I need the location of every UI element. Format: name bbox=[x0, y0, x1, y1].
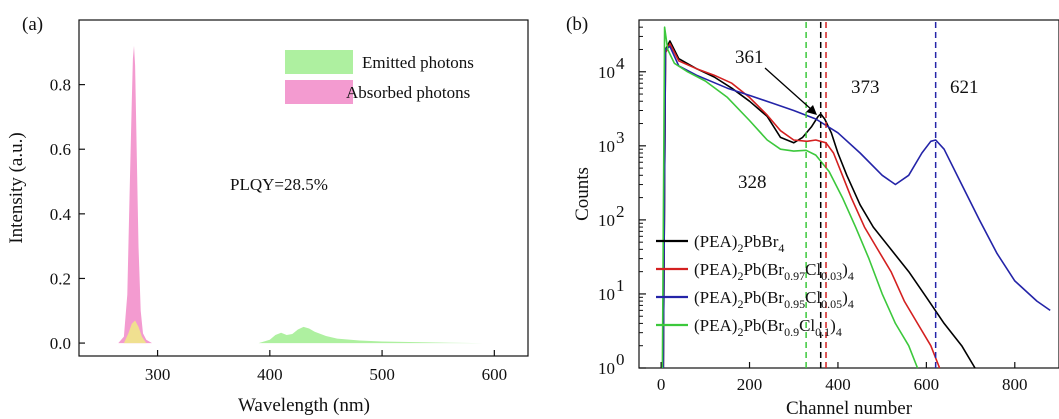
panel-a-xticks: 300 400 500 600 bbox=[145, 350, 507, 384]
x-tick-label: 0 bbox=[657, 375, 666, 394]
line-series-2 bbox=[662, 45, 1051, 369]
y-tick-exponent: 4 bbox=[616, 54, 625, 73]
panel-a-yticks: 0.0 0.2 0.4 0.6 0.8 bbox=[50, 76, 85, 353]
annotation-373: 373 bbox=[851, 77, 880, 98]
panel-b-marker-lines bbox=[805, 22, 937, 368]
legend-swatch-absorbed bbox=[285, 80, 353, 104]
x-tick-label: 600 bbox=[914, 375, 940, 394]
area-series-1 bbox=[123, 320, 147, 344]
panel-a-xlabel: Wavelength (nm) bbox=[238, 395, 370, 416]
legend-swatch-emitted bbox=[285, 50, 353, 74]
y-tick-label: 10 bbox=[598, 359, 615, 378]
panel-b-plot-frame bbox=[638, 19, 1059, 369]
y-tick-label: 10 bbox=[598, 137, 615, 156]
panel-a-series-layer bbox=[101, 45, 508, 344]
line-series-3 bbox=[661, 26, 919, 369]
legend-label-absorbed: Absorbed photons bbox=[346, 83, 470, 102]
panel-b-ylabel: Counts bbox=[572, 167, 593, 221]
y-tick-label: 0.4 bbox=[50, 205, 72, 224]
panel-a-label: (a) bbox=[22, 14, 43, 35]
panel-b-series-layer bbox=[661, 26, 1051, 369]
legend-label-0: (PEA)2PbBr4 bbox=[694, 232, 784, 255]
area-series-0 bbox=[101, 45, 169, 344]
y-tick-exponent: 1 bbox=[616, 276, 625, 295]
y-tick-exponent: 3 bbox=[616, 128, 625, 147]
y-tick-label: 0.2 bbox=[50, 269, 71, 288]
panel-a-ylabel: Intensity (a.u.) bbox=[6, 132, 27, 243]
annotation-361-arrow-line bbox=[764, 67, 813, 111]
y-tick-exponent: 0 bbox=[616, 350, 625, 369]
line-series-1 bbox=[662, 42, 941, 369]
y-tick-label: 10 bbox=[598, 211, 615, 230]
panel-a-legend: Emitted photons Absorbed photons bbox=[285, 50, 474, 104]
annotation-328: 328 bbox=[738, 172, 767, 193]
panel-a-annotation-plqy: PLQY=28.5% bbox=[230, 175, 328, 194]
y-tick-label: 0.8 bbox=[50, 76, 71, 95]
legend-label-1: (PEA)2Pb(Br0.97Cl0.03)4 bbox=[694, 260, 854, 283]
y-tick-exponent: 2 bbox=[616, 202, 625, 221]
x-tick-label: 500 bbox=[369, 365, 395, 384]
x-tick-label: 400 bbox=[257, 365, 283, 384]
x-tick-label: 600 bbox=[482, 365, 508, 384]
y-tick-label: 10 bbox=[598, 285, 615, 304]
x-tick-label: 800 bbox=[1002, 375, 1028, 394]
panel-b-legend: (PEA)2PbBr4 (PEA)2Pb(Br0.97Cl0.03)4 (PEA)2… bbox=[656, 232, 854, 339]
annotation-361-arrow-head bbox=[806, 105, 817, 115]
x-tick-label: 200 bbox=[737, 375, 763, 394]
panel-a: (a) 300 400 500 600 0.0 0.2 0.4 0.6 0.8 Wavelen… bbox=[6, 14, 529, 416]
panel-a-plot-frame bbox=[78, 19, 529, 357]
panel-b-xticks: 0 200 400 600 800 bbox=[657, 362, 1028, 394]
legend-label-2: (PEA)2Pb(Br0.95Cl0.05)4 bbox=[694, 288, 854, 311]
annotation-621: 621 bbox=[950, 77, 979, 98]
panel-b-label: (b) bbox=[566, 14, 588, 35]
x-tick-label: 300 bbox=[145, 365, 171, 384]
panel-b-xlabel: Channel number bbox=[786, 398, 913, 419]
legend-label-emitted: Emitted photons bbox=[362, 53, 474, 72]
x-tick-label: 400 bbox=[825, 375, 851, 394]
y-tick-label: 0.0 bbox=[50, 334, 71, 353]
area-series-2 bbox=[258, 326, 508, 344]
legend-label-3: (PEA)2Pb(Br0.9Cl0.1)4 bbox=[694, 316, 842, 339]
y-tick-label: 0.6 bbox=[50, 140, 71, 159]
y-tick-label: 10 bbox=[598, 63, 615, 82]
annotation-361: 361 bbox=[735, 47, 764, 68]
